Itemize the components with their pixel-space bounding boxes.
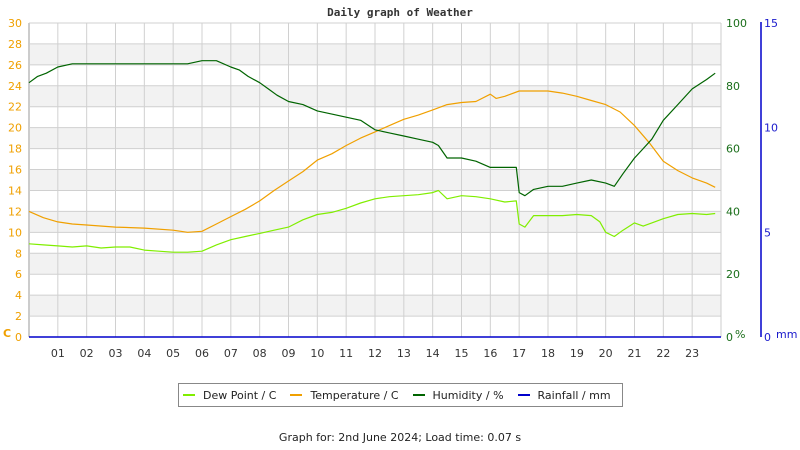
x-tick-label: 06 <box>195 347 209 360</box>
data-series <box>28 60 721 338</box>
x-tick-label: 07 <box>224 347 238 360</box>
rain-tick-label: 0 <box>764 331 771 344</box>
x-tick-label: 09 <box>282 347 296 360</box>
legend-label: Rainfall / mm <box>537 388 611 402</box>
left-unit-label: C <box>3 327 11 340</box>
right-tick-label: 100 <box>726 17 747 30</box>
x-tick-label: 04 <box>137 347 151 360</box>
x-tick-label: 08 <box>253 347 267 360</box>
legend-swatch <box>412 394 425 396</box>
left-tick-label: 20 <box>8 122 22 135</box>
x-tick-label: 11 <box>339 347 353 360</box>
x-tick-label: 18 <box>541 347 555 360</box>
left-tick-label: 30 <box>8 17 22 30</box>
legend-item: Dew Point / C <box>183 389 276 402</box>
right-tick-label: 60 <box>726 143 740 156</box>
temperature-c-line <box>28 90 716 233</box>
right-tick-label: 40 <box>726 205 740 218</box>
legend-swatch <box>517 394 530 396</box>
right-tick-label: 20 <box>726 268 740 281</box>
legend-swatch <box>183 394 195 396</box>
x-tick-label: 23 <box>685 347 699 360</box>
x-tick-label: 14 <box>426 347 440 360</box>
x-axis-hours: 01 02 03 04 05 06 07 08 09 10 11 12 13 14 15 16 17 18 19 20… <box>51 347 699 360</box>
x-tick-label: 03 <box>109 347 123 360</box>
legend-label: Dew Point / C <box>203 388 277 402</box>
humidity-line <box>28 60 716 197</box>
left-tick-label: 4 <box>15 289 22 302</box>
legend-item: Rainfall / mm <box>517 388 611 402</box>
left-tick-label: 22 <box>8 101 22 114</box>
left-tick-label: 0 <box>15 331 22 344</box>
left-tick-label: 10 <box>8 226 22 239</box>
x-tick-label: 13 <box>397 347 411 360</box>
left-tick-label: 26 <box>8 59 22 72</box>
left-tick-label: 14 <box>8 184 22 197</box>
x-tick-label: 05 <box>166 347 180 360</box>
right-unit-label: % <box>735 328 745 341</box>
right-tick-label: 80 <box>726 80 740 93</box>
rain-tick-label: 10 <box>764 122 778 135</box>
left-tick-label: 24 <box>8 80 22 93</box>
rain-axis-mm: 0 5 10 15 mm <box>760 17 797 344</box>
legend-swatch <box>290 394 303 396</box>
x-tick-label: 16 <box>483 347 497 360</box>
x-tick-label: 01 <box>51 347 65 360</box>
weather-chart: Daily graph of Weather 02468101214161820… <box>3 6 797 360</box>
rain-tick-label: 5 <box>764 226 771 239</box>
x-tick-label: 19 <box>570 347 584 360</box>
x-tick-label: 17 <box>512 347 526 360</box>
x-tick-label: 22 <box>656 347 670 360</box>
right-tick-label: 0 <box>726 331 733 344</box>
legend-item: Temperature / C <box>290 388 399 402</box>
x-tick-label: 21 <box>628 347 642 360</box>
x-tick-label: 20 <box>599 347 613 360</box>
legend-item: Humidity / % <box>412 388 504 402</box>
x-tick-label: 15 <box>455 347 469 360</box>
chart-legend: Dew Point / C Temperature / C Humidity / %… <box>178 383 623 407</box>
rain-unit-label: mm <box>776 328 797 341</box>
left-tick-label: 2 <box>15 310 22 323</box>
dew-point-c-line <box>28 189 716 253</box>
x-tick-label: 02 <box>80 347 94 360</box>
left-tick-label: 18 <box>8 143 22 156</box>
legend-label: Humidity / % <box>432 388 504 402</box>
left-tick-label: 12 <box>8 205 22 218</box>
right-axis-humidity: 0 20 40 60 80 100% <box>726 17 747 344</box>
rain-tick-label: 15 <box>764 17 778 30</box>
left-tick-label: 8 <box>15 247 22 260</box>
x-tick-label: 10 <box>310 347 324 360</box>
left-tick-label: 6 <box>15 268 22 281</box>
graph-footer: Graph for: 2nd June 2024; Load time: 0.0… <box>278 431 522 444</box>
left-tick-label: 16 <box>8 164 22 177</box>
x-tick-label: 12 <box>368 347 382 360</box>
chart-title: Daily graph of Weather <box>327 6 473 19</box>
legend-label: Temperature / C <box>310 388 399 402</box>
left-tick-label: 28 <box>8 38 22 51</box>
